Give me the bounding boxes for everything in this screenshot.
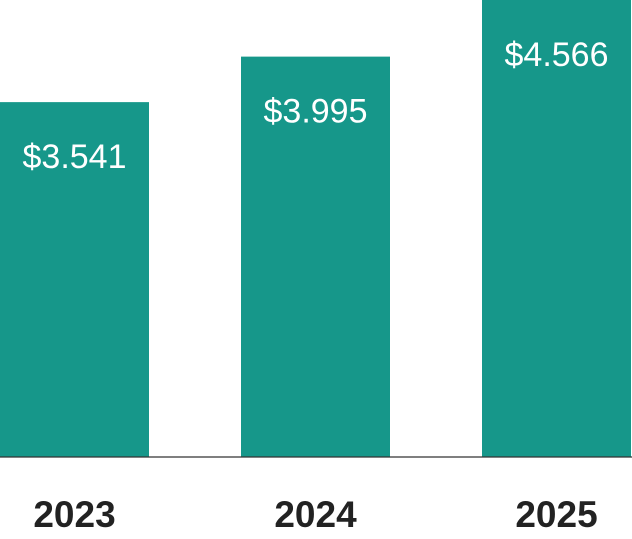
value-label: $3.541 <box>23 138 127 176</box>
x-tick-label: 2025 <box>515 494 597 535</box>
bar <box>0 102 149 457</box>
x-tick-label: 2024 <box>274 494 357 535</box>
x-tick-label: 2023 <box>33 494 115 535</box>
value-label: $3.995 <box>264 93 368 131</box>
value-label: $4.566 <box>505 36 609 74</box>
bar <box>482 0 631 458</box>
bar <box>241 56 390 458</box>
